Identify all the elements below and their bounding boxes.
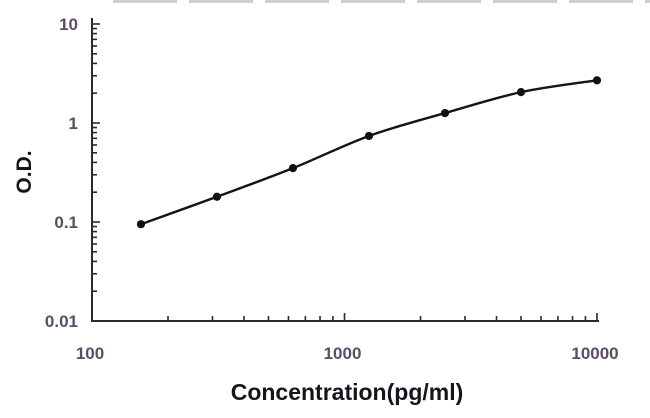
data-point-marker <box>440 108 450 118</box>
x-tick-label: 10000 <box>571 344 618 363</box>
x-axis-tick-labels: 100 1000 10000 <box>76 344 619 363</box>
data-point-marker <box>364 131 374 141</box>
x-axis-title: Concentration(pg/ml) <box>231 379 464 405</box>
y-tick-label: 0.01 <box>45 312 78 331</box>
y-axis-ticks <box>92 23 100 322</box>
y-tick-label: 1 <box>69 114 78 133</box>
y-axis-title: O.D. <box>13 150 36 193</box>
data-point-marker <box>212 192 222 201</box>
data-point-marker <box>516 88 526 97</box>
data-point-marker <box>592 76 602 85</box>
y-tick-label: 0.1 <box>54 213 78 232</box>
top-edge-artifact-line <box>113 0 650 3</box>
data-point-marker <box>288 164 298 173</box>
y-tick-label: 10 <box>59 15 78 34</box>
x-tick-label: 1000 <box>324 344 362 363</box>
data-point-marker <box>136 220 146 229</box>
curve-series <box>136 76 602 229</box>
curve-line <box>139 79 599 226</box>
y-axis-tick-labels: 0.01 0.1 1 10 <box>45 15 78 331</box>
x-axis-ticks <box>91 313 598 321</box>
x-tick-label: 100 <box>76 344 104 363</box>
axis-lines <box>91 18 599 322</box>
axes <box>91 18 599 322</box>
